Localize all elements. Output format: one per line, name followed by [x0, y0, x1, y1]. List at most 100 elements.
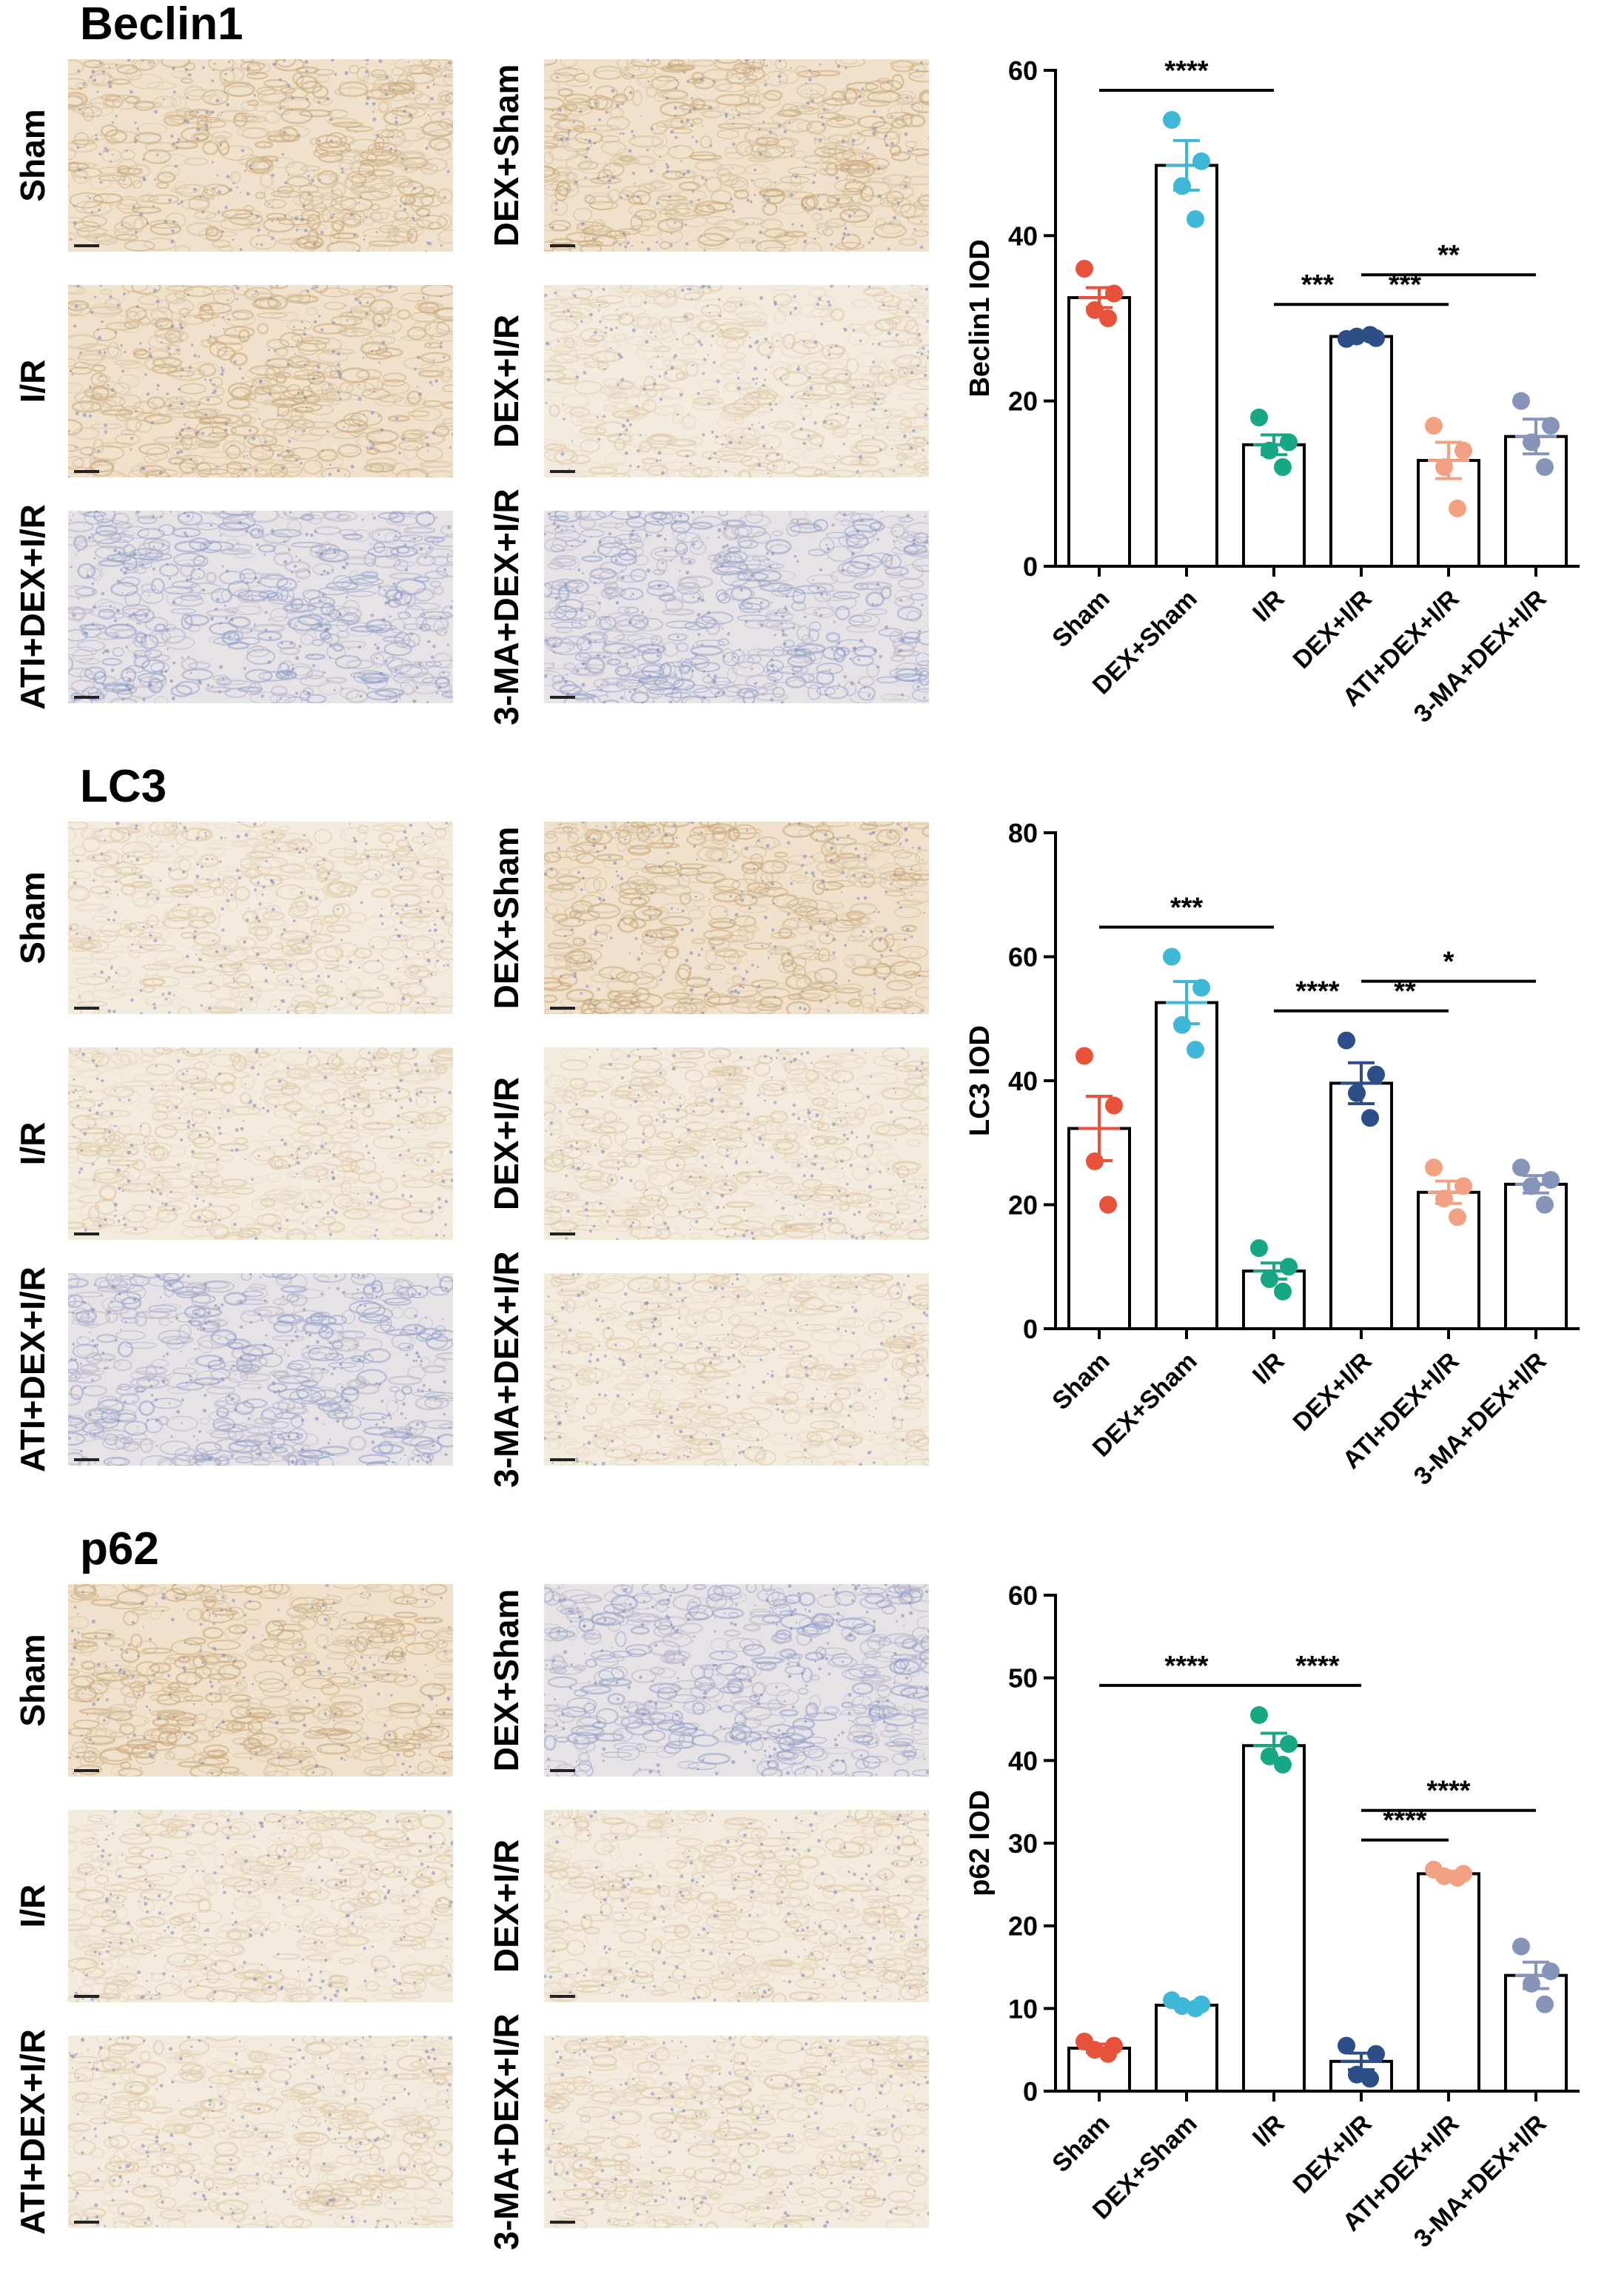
- data-point: [1250, 1706, 1268, 1724]
- y-tick-label: 20: [1008, 1190, 1038, 1221]
- data-point: [1261, 1270, 1278, 1288]
- scale-bar: [74, 2221, 99, 2224]
- tissue-image-3-ma-dex-i-r: [544, 2036, 929, 2228]
- tissue-row-label: 3-MA+DEX+I/R: [489, 1251, 523, 1488]
- significance-label: ****: [1164, 1651, 1208, 1682]
- scale-bar: [550, 1769, 575, 1772]
- tissue-image-dex-i-r: [544, 1047, 929, 1240]
- data-point: [1454, 442, 1472, 460]
- data-point: [1076, 260, 1093, 278]
- data-point: [1425, 1158, 1443, 1176]
- scale-bar: [74, 1007, 99, 1010]
- x-tick-label: DEX+I/R: [1288, 1347, 1378, 1437]
- tissue-row-label: DEX+I/R: [489, 315, 523, 448]
- tissue-image-i-r: [68, 1810, 453, 2002]
- tissue-row-label: DEX+I/R: [489, 1839, 523, 1973]
- data-point: [1099, 1196, 1117, 1214]
- data-point: [1367, 1066, 1385, 1084]
- scale-bar: [74, 244, 99, 247]
- data-point: [1536, 1996, 1554, 2013]
- x-tick-label: DEX+I/R: [1288, 2110, 1378, 2199]
- data-point: [1512, 1158, 1530, 1176]
- significance-label: ****: [1164, 56, 1208, 87]
- y-tick-label: 20: [1008, 386, 1038, 417]
- bar-3-ma-dex-i-r: [1506, 1976, 1566, 2091]
- data-point: [1454, 1177, 1472, 1195]
- significance-label: **: [1437, 240, 1460, 271]
- panel-title: p62: [80, 1526, 159, 1572]
- bar-dex-sham: [1156, 2005, 1217, 2091]
- data-point: [1163, 111, 1181, 129]
- data-point: [1086, 1153, 1104, 1170]
- data-point: [1173, 1016, 1191, 1034]
- tissue-image-dex-sham: [544, 59, 929, 252]
- scale-bar: [550, 2221, 575, 2224]
- tissue-row-label: ATI+DEX+I/R: [16, 2029, 50, 2235]
- tissue-row-label: ATI+DEX+I/R: [16, 504, 50, 710]
- tissue-row-label: DEX+I/R: [489, 1077, 523, 1210]
- tissue-image-ati-dex-i-r: [68, 511, 453, 703]
- data-point: [1542, 417, 1560, 435]
- data-point: [1076, 1047, 1093, 1065]
- data-point: [1449, 1869, 1466, 1887]
- bar-dex-i-r: [1331, 1083, 1392, 1329]
- data-point: [1250, 409, 1268, 426]
- y-tick-label: 40: [1008, 221, 1038, 251]
- tissue-row-label: Sham: [16, 109, 50, 201]
- data-point: [1261, 442, 1278, 460]
- y-tick-label: 40: [1008, 1745, 1038, 1776]
- scale-bar: [74, 1769, 99, 1772]
- data-point: [1105, 1097, 1123, 1115]
- tissue-row-label: I/R: [16, 1122, 50, 1166]
- data-point: [1274, 1283, 1292, 1301]
- data-point: [1280, 434, 1298, 452]
- y-axis-label: LC3 IOD: [964, 1025, 996, 1136]
- scale-bar: [74, 470, 99, 473]
- scale-bar: [550, 1232, 575, 1235]
- data-point: [1274, 1756, 1292, 1774]
- tissue-image-sham: [68, 59, 453, 252]
- x-tick-label: I/R: [1247, 1347, 1290, 1390]
- tissue-row-label: DEX+Sham: [489, 64, 523, 247]
- bar-dex-i-r: [1331, 337, 1392, 566]
- tissue-row-label: ATI+DEX+I/R: [16, 1267, 50, 1472]
- data-point: [1361, 326, 1379, 343]
- tissue-row-label: I/R: [16, 360, 50, 403]
- panel-title: LC3: [80, 764, 167, 810]
- data-point: [1523, 1177, 1540, 1195]
- data-point: [1425, 417, 1443, 435]
- data-point: [1449, 1208, 1466, 1226]
- data-point: [1523, 1975, 1540, 1993]
- tissue-image-i-r: [68, 1047, 453, 1240]
- scale-bar: [550, 696, 575, 699]
- tissue-row-label: I/R: [16, 1885, 50, 1928]
- data-point: [1338, 2037, 1355, 2055]
- data-point: [1435, 458, 1453, 476]
- x-tick-label: Sham: [1047, 1347, 1115, 1415]
- y-tick-label: 20: [1008, 1911, 1038, 1942]
- tissue-image-dex-sham: [544, 822, 929, 1014]
- bar-dex-sham: [1156, 1002, 1217, 1329]
- tissue-row-label: DEX+Sham: [489, 827, 523, 1010]
- tissue-image-sham: [68, 1584, 453, 1777]
- data-point: [1187, 1041, 1204, 1059]
- tissue-row-label: 3-MA+DEX+I/R: [489, 489, 523, 725]
- tissue-row-label: Sham: [16, 1634, 50, 1726]
- scale-bar: [550, 244, 575, 247]
- tissue-image-dex-i-r: [544, 285, 929, 477]
- scale-bar: [74, 696, 99, 699]
- bar-3-ma-dex-i-r: [1506, 437, 1566, 566]
- scale-bar: [74, 1995, 99, 1998]
- x-tick-label: DEX+I/R: [1288, 585, 1378, 674]
- data-point: [1361, 1109, 1379, 1127]
- bar-ati-dex-i-r: [1418, 1193, 1479, 1329]
- data-point: [1435, 1190, 1453, 1207]
- tissue-image-ati-dex-i-r: [68, 2036, 453, 2228]
- tissue-row-label: Sham: [16, 871, 50, 964]
- y-tick-label: 60: [1008, 1580, 1038, 1611]
- data-point: [1512, 392, 1530, 410]
- bar-dex-sham: [1156, 165, 1217, 566]
- tissue-image-sham: [68, 822, 453, 1014]
- y-tick-label: 0: [1023, 1314, 1038, 1344]
